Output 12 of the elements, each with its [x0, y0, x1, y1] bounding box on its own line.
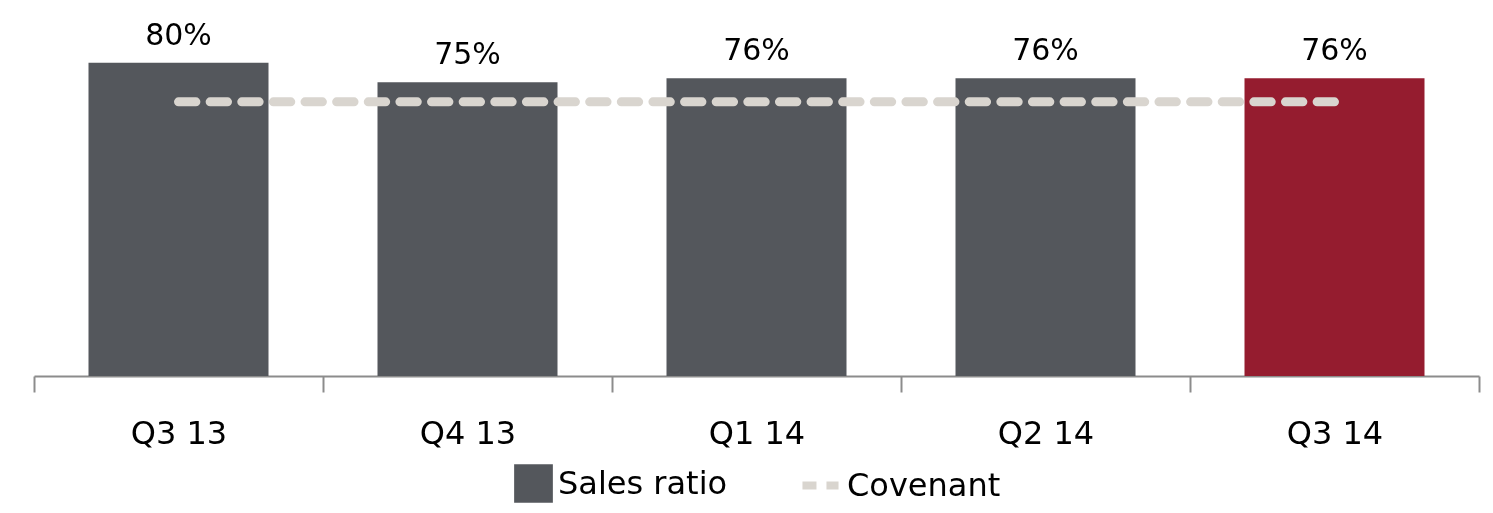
x-tick-label: Q4 13 — [419, 413, 517, 452]
x-tick-label: Q2 14 — [997, 413, 1095, 452]
x-tick-label: Q3 14 — [1286, 413, 1384, 452]
data-label: 76% — [1301, 32, 1368, 68]
data-label: 76% — [1012, 32, 1079, 68]
legend-label: Covenant — [847, 465, 1001, 504]
data-label: 76% — [723, 32, 790, 68]
x-tick-label: Q3 13 — [130, 413, 228, 452]
data-label: 80% — [145, 16, 212, 52]
legend-label: Sales ratio — [558, 463, 728, 502]
data-label: 75% — [434, 36, 501, 72]
x-tick-label: Q1 14 — [708, 413, 806, 452]
